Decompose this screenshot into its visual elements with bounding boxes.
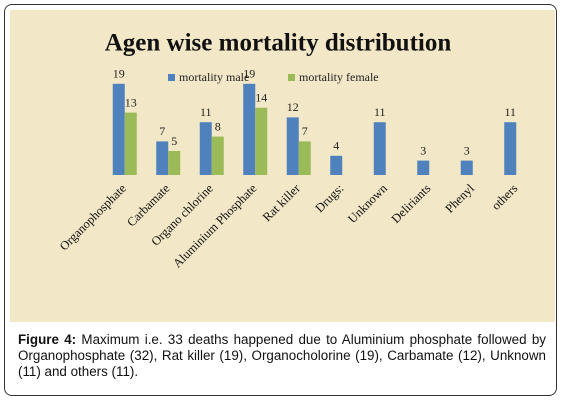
chart-background	[10, 10, 555, 322]
bar	[298, 141, 311, 175]
chart-title: Agen wise mortality distribution	[105, 30, 452, 57]
legend-swatch	[288, 74, 295, 81]
bar	[255, 107, 268, 175]
legend-swatch	[168, 74, 175, 81]
data-label: 7	[302, 124, 308, 138]
bar	[112, 83, 125, 175]
data-label: 14	[255, 91, 267, 105]
data-label: 4	[333, 139, 339, 153]
data-label: 3	[420, 143, 426, 157]
legend-label: mortality female	[299, 70, 379, 84]
data-label: 7	[159, 124, 165, 138]
data-label: 5	[171, 134, 177, 148]
bar	[124, 112, 137, 175]
bar	[417, 160, 430, 175]
data-label: 12	[287, 100, 299, 114]
legend-label: mortality male	[179, 70, 249, 84]
figure-frame	[4, 4, 557, 396]
data-label: 11	[374, 105, 386, 119]
bar	[156, 141, 169, 175]
bar	[373, 122, 386, 175]
caption-label: Figure 4:	[18, 332, 77, 347]
bar	[211, 136, 224, 175]
data-label: 13	[125, 95, 137, 109]
caption-text: Maximum i.e. 33 deaths happened due to A…	[18, 332, 546, 379]
bar	[330, 155, 343, 175]
bar	[504, 122, 517, 175]
bar	[286, 117, 299, 175]
data-label: 11	[200, 105, 212, 119]
bar	[460, 160, 473, 175]
bar	[243, 83, 256, 175]
data-label: 19	[243, 67, 255, 81]
chart: Agen wise mortality distribution mortali…	[10, 10, 555, 322]
data-label: 3	[464, 143, 470, 157]
caption: Figure 4: Maximum i.e. 33 deaths happene…	[18, 332, 546, 380]
data-label: 8	[215, 119, 221, 133]
data-label: 19	[113, 67, 125, 81]
bar	[168, 151, 181, 175]
data-label: 11	[504, 105, 516, 119]
bar	[199, 122, 212, 175]
